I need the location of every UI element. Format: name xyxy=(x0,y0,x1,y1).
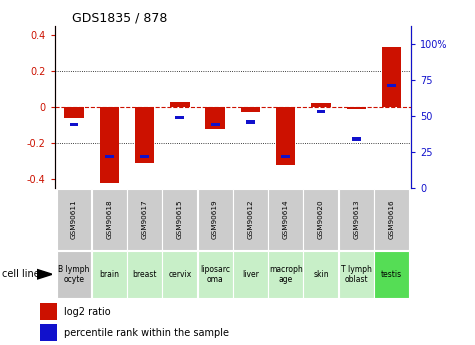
Bar xyxy=(268,250,303,298)
Text: cell line: cell line xyxy=(2,269,40,279)
Text: GSM90619: GSM90619 xyxy=(212,199,218,239)
Bar xyxy=(316,110,325,114)
Bar xyxy=(311,104,331,107)
Bar xyxy=(57,250,92,298)
Bar xyxy=(352,137,361,141)
Bar xyxy=(346,107,366,109)
Bar xyxy=(304,189,338,249)
Bar xyxy=(70,123,78,126)
Bar xyxy=(387,84,396,88)
Bar xyxy=(246,120,255,124)
Bar xyxy=(135,107,154,163)
Text: GSM90620: GSM90620 xyxy=(318,199,324,239)
Bar xyxy=(105,155,114,158)
Bar xyxy=(140,155,149,158)
Text: GSM90614: GSM90614 xyxy=(283,199,289,239)
Bar xyxy=(233,250,268,298)
Bar xyxy=(339,189,374,249)
Text: testis: testis xyxy=(381,270,402,279)
Text: liver: liver xyxy=(242,270,259,279)
Bar xyxy=(382,48,401,107)
Text: GSM90616: GSM90616 xyxy=(389,199,394,239)
Bar xyxy=(281,155,290,158)
Text: breast: breast xyxy=(133,270,157,279)
Bar xyxy=(339,250,374,298)
Bar xyxy=(57,189,92,249)
Text: GSM90618: GSM90618 xyxy=(106,199,112,239)
Bar xyxy=(374,189,409,249)
Bar xyxy=(175,116,184,119)
Polygon shape xyxy=(37,269,52,279)
Text: percentile rank within the sample: percentile rank within the sample xyxy=(64,328,229,338)
Bar xyxy=(198,189,233,249)
Text: GSM90613: GSM90613 xyxy=(353,199,359,239)
Text: B lymph
ocyte: B lymph ocyte xyxy=(58,265,90,284)
Bar xyxy=(127,189,162,249)
Bar xyxy=(64,107,84,118)
Bar xyxy=(100,107,119,183)
Text: macroph
age: macroph age xyxy=(269,265,303,284)
Bar xyxy=(268,189,303,249)
Text: liposarc
oma: liposarc oma xyxy=(200,265,230,284)
Bar xyxy=(92,250,127,298)
Text: GDS1835 / 878: GDS1835 / 878 xyxy=(72,12,168,25)
Bar xyxy=(92,189,127,249)
Bar xyxy=(127,250,162,298)
Bar xyxy=(40,324,57,342)
Text: cervix: cervix xyxy=(168,270,191,279)
Bar xyxy=(198,250,233,298)
Bar xyxy=(162,189,197,249)
Bar xyxy=(304,250,338,298)
Bar xyxy=(211,123,219,126)
Bar xyxy=(40,303,57,320)
Text: skin: skin xyxy=(313,270,329,279)
Bar xyxy=(170,101,190,107)
Text: GSM90615: GSM90615 xyxy=(177,199,183,239)
Text: GSM90611: GSM90611 xyxy=(71,199,77,239)
Bar xyxy=(233,189,268,249)
Bar xyxy=(205,107,225,129)
Text: brain: brain xyxy=(99,270,119,279)
Text: GSM90617: GSM90617 xyxy=(142,199,148,239)
Bar xyxy=(162,250,197,298)
Text: log2 ratio: log2 ratio xyxy=(64,307,111,317)
Text: GSM90612: GSM90612 xyxy=(247,199,253,239)
Bar xyxy=(374,250,409,298)
Bar xyxy=(276,107,295,165)
Bar xyxy=(241,107,260,112)
Text: T lymph
oblast: T lymph oblast xyxy=(341,265,371,284)
